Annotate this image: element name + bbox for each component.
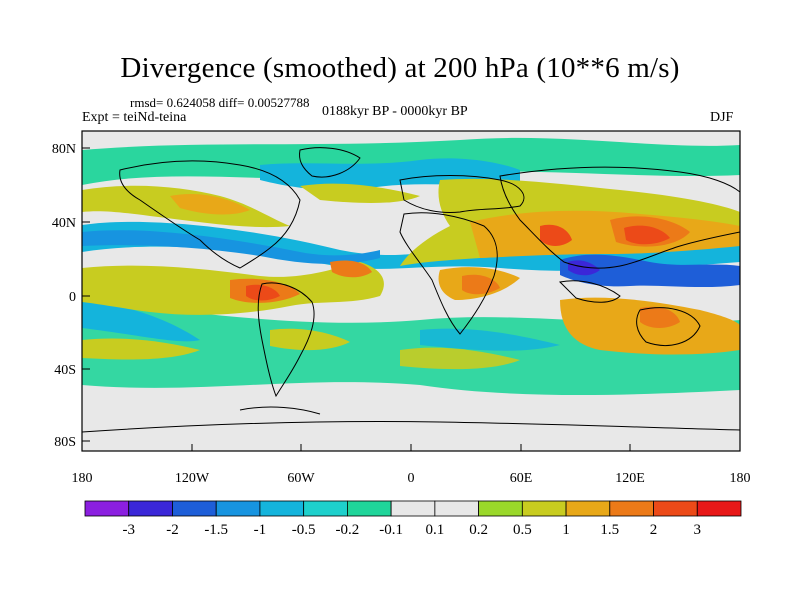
lon-label-60e: 60E <box>510 471 533 486</box>
colorbar-box <box>696 500 742 517</box>
colorbar-box <box>172 500 217 517</box>
season-label: DJF <box>710 110 734 125</box>
colorbar-box <box>390 500 436 517</box>
coastline-outlines <box>82 147 740 433</box>
colorbar-box <box>565 500 611 517</box>
rmsd-diff-label: rmsd= 0.624058 diff= 0.00527788 <box>130 95 310 110</box>
colorbar-box <box>434 500 479 517</box>
colorbar-label: 0.1 <box>425 522 444 538</box>
colorbar-label: 0.2 <box>469 522 488 538</box>
colorbar-box <box>609 500 654 517</box>
colorbar-label: 1 <box>562 522 570 538</box>
longitude-axis: 180 120W 60W 0 60E 120E 180 <box>72 444 751 486</box>
colorbar-box <box>346 500 392 517</box>
lon-label-120w: 120W <box>175 471 210 486</box>
colorbar-box <box>303 500 348 517</box>
colorbar-box <box>259 500 305 517</box>
colorbar-label: 3 <box>694 522 702 538</box>
colorbar-label: -3 <box>122 522 135 538</box>
lat-label-0: 0 <box>69 290 76 305</box>
colorbar-box <box>215 500 261 517</box>
lat-label-80n: 80N <box>52 142 76 157</box>
colorbar-label: -2 <box>166 522 179 538</box>
experiment-label: Expt = teiNd-teina <box>82 110 187 125</box>
lon-label-180e: 180 <box>730 471 751 486</box>
lat-label-40n: 40N <box>52 216 76 231</box>
lon-label-120e: 120E <box>615 471 645 486</box>
lat-label-40s: 40S <box>54 363 76 378</box>
lon-label-0: 0 <box>408 471 415 486</box>
colorbar-box <box>128 500 173 517</box>
colorbar-label: -0.5 <box>292 522 316 538</box>
colorbar-box <box>521 500 567 517</box>
latitude-axis: 80N 40N 0 40S 80S <box>52 142 90 450</box>
period-label: 0188kyr BP - 0000kyr BP <box>322 104 468 119</box>
colorbar-label: -0.1 <box>379 522 403 538</box>
lon-label-180w: 180 <box>72 471 93 486</box>
colorbar-label: 0.5 <box>513 522 532 538</box>
lat-label-80s: 80S <box>54 435 76 450</box>
colorbar: -3 -2 -1.5 -1 -0.5 -0.2 -0.1 0.1 0.2 0.5 1 1.5 2 3 <box>84 500 742 538</box>
colorbar-label: -1 <box>254 522 267 538</box>
lon-label-60w: 60W <box>287 471 315 486</box>
colorbar-label: -0.2 <box>336 522 360 538</box>
divergence-field <box>82 131 740 451</box>
colorbar-box <box>653 500 698 517</box>
colorbar-box <box>84 500 130 517</box>
colorbar-label: -1.5 <box>204 522 228 538</box>
map-title: Divergence (smoothed) at 200 hPa (10**6 … <box>120 52 680 84</box>
colorbar-box <box>478 500 523 517</box>
colorbar-label: 1.5 <box>600 522 619 538</box>
colorbar-label: 2 <box>650 522 658 538</box>
